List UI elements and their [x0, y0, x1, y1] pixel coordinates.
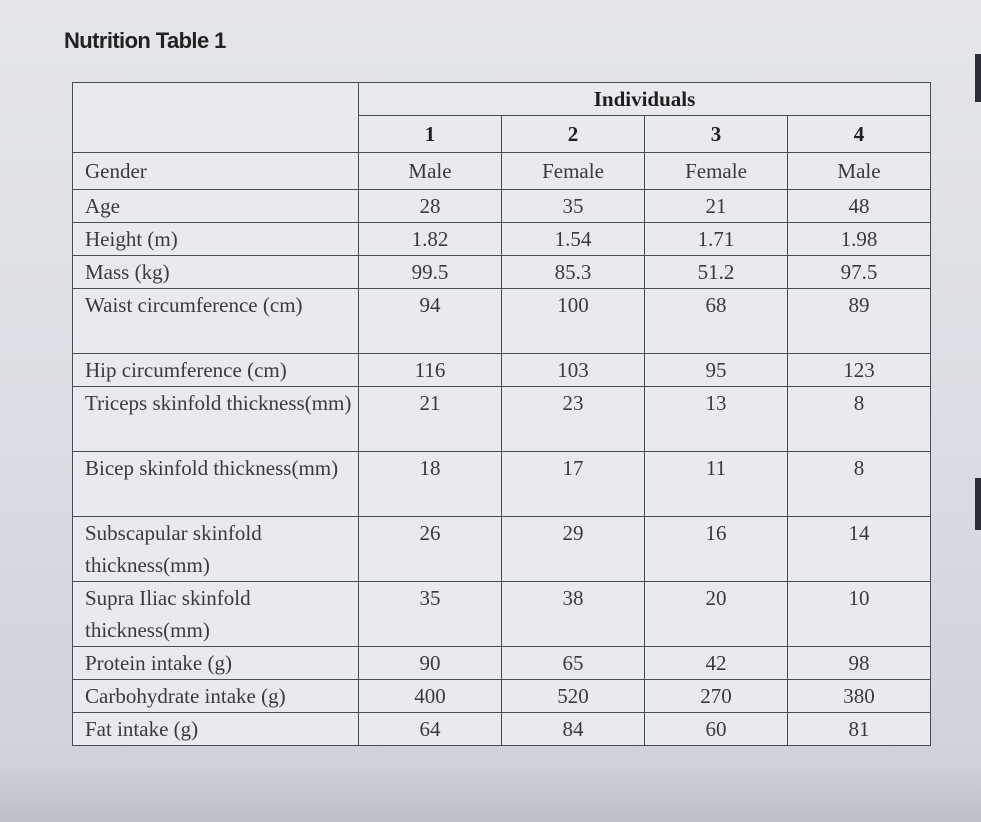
table-row: Carbohydrate intake (g) 400 520 270 380 — [72, 679, 932, 713]
table-cell: 21 — [644, 189, 788, 223]
row-label: Carbohydrate intake (g) — [72, 679, 359, 713]
table-cell: 270 — [644, 679, 788, 713]
table-cell: 18 — [358, 451, 502, 517]
table-row: Height (m) 1.82 1.54 1.71 1.98 — [72, 222, 932, 256]
table-cell: 1.71 — [644, 222, 788, 256]
table-cell: 48 — [786, 189, 932, 223]
table-cell: 8 — [786, 386, 932, 452]
row-label: Fat intake (g) — [72, 712, 359, 746]
table-cell: 100 — [501, 288, 645, 354]
screen-edge-mark — [975, 54, 981, 102]
table-cell: 17 — [501, 451, 645, 517]
table-row: Waist circumference (cm) 94 100 68 89 — [72, 288, 932, 354]
table-cell: 103 — [501, 353, 645, 387]
individuals-header: Individuals — [357, 82, 932, 116]
table-cell: 84 — [501, 712, 645, 746]
table-cell: 97.5 — [786, 255, 932, 289]
table-cell: 16 — [644, 516, 788, 582]
table-cell: 60 — [644, 712, 788, 746]
table-row: Protein intake (g) 90 65 42 98 — [72, 646, 932, 680]
table-cell: 1.98 — [786, 222, 932, 256]
table-cell: 400 — [358, 679, 502, 713]
page-title: Nutrition Table 1 — [64, 28, 226, 53]
row-label: Mass (kg) — [72, 255, 359, 289]
table-cell: 89 — [786, 288, 932, 354]
table-cell: 94 — [358, 288, 502, 354]
table-row: Triceps skinfold thickness(mm) 21 23 13 … — [72, 386, 932, 452]
table-cell: 90 — [358, 646, 502, 680]
row-label: Hip circumference (cm) — [72, 353, 359, 387]
table-cell: 29 — [501, 516, 645, 582]
table-cell: 64 — [358, 712, 502, 746]
table-cell: 65 — [501, 646, 645, 680]
table-corner-cell — [72, 82, 359, 153]
table-cell: 68 — [644, 288, 788, 354]
table-cell: 123 — [786, 353, 932, 387]
table-row: Supra Iliac skinfold thickness(mm) 35 38… — [72, 581, 932, 647]
table-cell: Female — [644, 152, 788, 190]
table-row: Mass (kg) 99.5 85.3 51.2 97.5 — [72, 255, 932, 289]
table-cell: 1.54 — [501, 222, 645, 256]
table-cell: 26 — [358, 516, 502, 582]
table-cell: 35 — [358, 581, 502, 647]
row-label: Bicep skinfold thickness(mm) — [72, 451, 359, 517]
table-cell: 8 — [786, 451, 932, 517]
table-cell: 51.2 — [644, 255, 788, 289]
screen-edge-mark — [975, 478, 981, 530]
table-cell: 1.82 — [358, 222, 502, 256]
table-cell: 35 — [501, 189, 645, 223]
table-cell: 13 — [644, 386, 788, 452]
table-cell: 11 — [644, 451, 788, 517]
row-label: Triceps skinfold thickness(mm) — [72, 386, 359, 452]
table-row: Bicep skinfold thickness(mm) 18 17 11 8 — [72, 451, 932, 517]
table-row: Age 28 35 21 48 — [72, 189, 932, 223]
table-cell: 21 — [358, 386, 502, 452]
row-label: Waist circumference (cm) — [72, 288, 359, 354]
table-cell: 38 — [501, 581, 645, 647]
individual-number-header: 2 — [501, 115, 645, 153]
table-cell: 380 — [786, 679, 932, 713]
table-cell: Male — [786, 152, 932, 190]
row-label: Gender — [72, 152, 359, 190]
table-cell: 95 — [644, 353, 788, 387]
table-cell: 98 — [786, 646, 932, 680]
row-label: Protein intake (g) — [72, 646, 359, 680]
nutrition-table: Individuals 1 2 3 4 Gender Male Female F… — [72, 82, 932, 746]
individual-number-header: 1 — [358, 115, 502, 153]
table-row: Fat intake (g) 64 84 60 81 — [72, 712, 932, 746]
table-cell: 14 — [786, 516, 932, 582]
row-label: Supra Iliac skinfold thickness(mm) — [72, 581, 359, 647]
table-row: Hip circumference (cm) 116 103 95 123 — [72, 353, 932, 387]
table-cell: Female — [501, 152, 645, 190]
table-cell: 116 — [358, 353, 502, 387]
table-cell: 42 — [644, 646, 788, 680]
table-cell: 23 — [501, 386, 645, 452]
table-cell: 20 — [644, 581, 788, 647]
table-cell: 10 — [786, 581, 932, 647]
individual-number-header: 3 — [644, 115, 788, 153]
row-label: Height (m) — [72, 222, 359, 256]
row-label: Subscapular skinfold thickness(mm) — [72, 516, 359, 582]
table-cell: 85.3 — [501, 255, 645, 289]
table-cell: 520 — [501, 679, 645, 713]
table-cell: Male — [358, 152, 502, 190]
table-row: Subscapular skinfold thickness(mm) 26 29… — [72, 516, 932, 582]
table-cell: 81 — [786, 712, 932, 746]
row-label: Age — [72, 189, 359, 223]
table-cell: 99.5 — [358, 255, 502, 289]
individual-number-header: 4 — [786, 115, 932, 153]
table-row: Gender Male Female Female Male — [72, 152, 932, 190]
table-cell: 28 — [358, 189, 502, 223]
